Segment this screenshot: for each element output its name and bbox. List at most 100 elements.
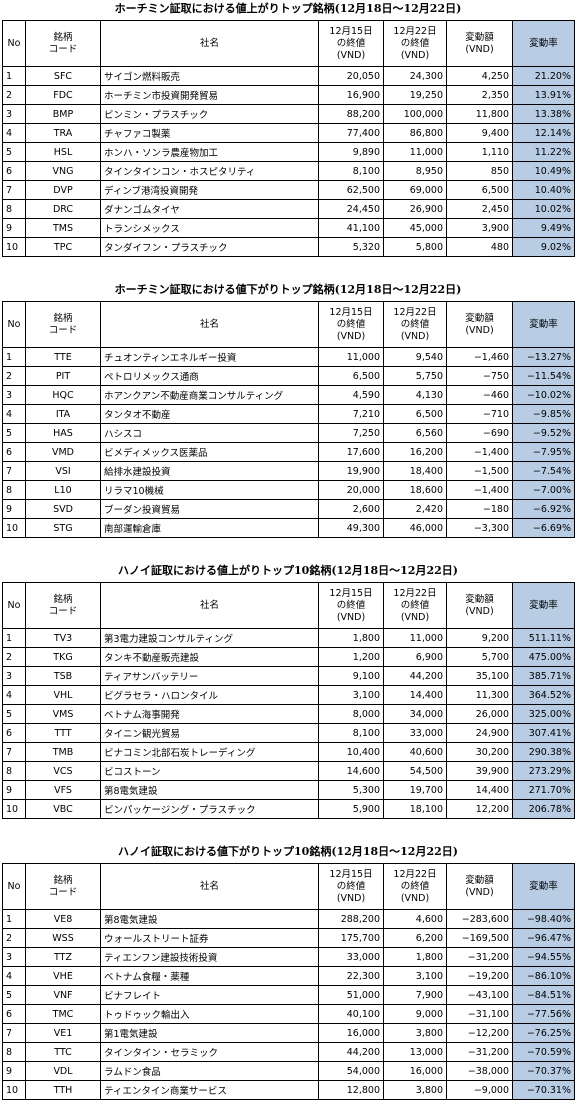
cell: 6,500 xyxy=(383,404,447,424)
header-cell: 変動率 xyxy=(512,582,575,629)
cell: 9.49% xyxy=(512,218,575,238)
cell: 20,050 xyxy=(318,66,384,86)
cell: VE8 xyxy=(25,909,101,929)
cell: 7 xyxy=(2,461,26,481)
header-text: (VND) xyxy=(465,605,494,617)
cell: ペトロリメックス通商 xyxy=(100,366,319,386)
header-text: 銘柄 xyxy=(53,874,73,886)
cell: 271.70% xyxy=(512,780,575,800)
data-row: 3 TTZ ティエンフン建設技術投資 33,000 1,800 −31,200 −94.55… xyxy=(2,947,575,967)
header-text: 変動額 xyxy=(465,312,494,324)
cell: 10.40% xyxy=(512,180,575,200)
cell: −7.95% xyxy=(512,442,575,462)
cell: VBC xyxy=(25,799,101,819)
cell: −43,100 xyxy=(446,985,513,1005)
cell: 2,450 xyxy=(446,199,513,219)
header-text: 変動額 xyxy=(465,874,494,886)
header-text: の終値 xyxy=(400,599,430,611)
cell: ビコストーン xyxy=(100,761,319,781)
cell: 1,800 xyxy=(318,628,384,648)
header-text: 社名 xyxy=(199,37,219,49)
cell: ベトナム海事開発 xyxy=(100,704,319,724)
cell: 8 xyxy=(2,1042,26,1062)
cell: −6.92% xyxy=(512,499,575,519)
cell: TTC xyxy=(25,1042,101,1062)
data-row: 1 TTE チュオンティンエネルギー投資 11,000 9,540 −1,460 −13.2… xyxy=(2,347,575,367)
cell: 12,800 xyxy=(318,1080,384,1100)
cell: 40,600 xyxy=(383,742,447,762)
cell: サイゴン燃料販売 xyxy=(100,66,319,86)
cell: トゥドゥック輸出入 xyxy=(100,1004,319,1024)
header-text: 変動率 xyxy=(529,880,558,892)
cell: TMB xyxy=(25,742,101,762)
cell: ホンハ・ソンラ農産物加工 xyxy=(100,142,319,162)
cell: VNF xyxy=(25,985,101,1005)
header-cell: 社名 xyxy=(100,20,319,67)
cell: SFC xyxy=(25,66,101,86)
cell: 1 xyxy=(2,347,26,367)
cell: 14,600 xyxy=(318,761,384,781)
data-row: 2 FDC ホーチミン市投資開発貿易 16,900 19,250 2,350 13.91% xyxy=(2,85,575,105)
cell: WSS xyxy=(25,928,101,948)
cell: −76.25% xyxy=(512,1023,575,1043)
cell: 2,420 xyxy=(383,499,447,519)
cell: 12,200 xyxy=(446,799,513,819)
cell: 2 xyxy=(2,647,26,667)
cell: 206.78% xyxy=(512,799,575,819)
cell: 51,000 xyxy=(318,985,384,1005)
data-row: 4 VHL ビグラセラ・ハロンタイル 3,100 14,400 11,300 364.52% xyxy=(2,685,575,705)
cell: 8 xyxy=(2,480,26,500)
cell: −710 xyxy=(446,404,513,424)
cell: 給排水建設投資 xyxy=(100,461,319,481)
cell: ティエンフン建設技術投資 xyxy=(100,947,319,967)
cell: ティアサンバッテリー xyxy=(100,666,319,686)
cell: VMS xyxy=(25,704,101,724)
header-text: の終値 xyxy=(400,318,430,330)
cell: 4,590 xyxy=(318,385,384,405)
header-row: No 銘柄 コード 社名 12月15日 の終値 (VND) 12月22日 の終値 (VND) 変動額… xyxy=(2,301,575,348)
cell: 12.14% xyxy=(512,123,575,143)
header-text: (VND) xyxy=(465,324,494,336)
cell: VMD xyxy=(25,442,101,462)
cell: 35,100 xyxy=(446,666,513,686)
cell: 19,900 xyxy=(318,461,384,481)
cell: 364.52% xyxy=(512,685,575,705)
header-text: 12月22日 xyxy=(393,587,437,599)
header-cell: 変動率 xyxy=(512,20,575,67)
header-text: (VND) xyxy=(336,892,366,904)
header-text: No xyxy=(7,880,21,892)
cell: ビグラセラ・ハロンタイル xyxy=(100,685,319,705)
table-section: ハノイ証取における値上がりトップ10銘柄(12月18日～12月22日) No 銘柄コ… xyxy=(2,562,575,819)
cell: 3 xyxy=(2,385,26,405)
cell: 288,200 xyxy=(318,909,384,929)
cell: タンキ不動産販売建設 xyxy=(100,647,319,667)
header-text: 社名 xyxy=(199,599,219,611)
cell: 1,110 xyxy=(446,142,513,162)
cell: 13.91% xyxy=(512,85,575,105)
header-text: No xyxy=(7,599,21,611)
data-row: 3 BMP ビンミン・プラスチック 88,200 100,000 11,800 13.38% xyxy=(2,104,575,124)
data-row: 4 TRA チャファコ製薬 77,400 86,800 9,400 12.14% xyxy=(2,123,575,143)
cell: 9,200 xyxy=(446,628,513,648)
cell: 6,500 xyxy=(318,366,384,386)
cell: 5 xyxy=(2,142,26,162)
cell: ベトナム食糧・薬種 xyxy=(100,966,319,986)
cell: −86.10% xyxy=(512,966,575,986)
cell: TKG xyxy=(25,647,101,667)
cell: 7 xyxy=(2,742,26,762)
header-text: No xyxy=(7,37,21,49)
cell: 6 xyxy=(2,442,26,462)
cell: ビナフレイト xyxy=(100,985,319,1005)
cell: STG xyxy=(25,518,101,538)
cell: ダナンゴムタイヤ xyxy=(100,199,319,219)
cell: 20,000 xyxy=(318,480,384,500)
header-cell: 変動額 (VND) xyxy=(446,20,513,67)
header-cell: 変動率 xyxy=(512,863,575,910)
cell: −7.54% xyxy=(512,461,575,481)
header-text: の終値 xyxy=(336,318,366,330)
cell: 第3電力建設コンサルティング xyxy=(100,628,319,648)
cell: 9.02% xyxy=(512,237,575,257)
cell: タンダイフン・プラスチック xyxy=(100,237,319,257)
header-text: 12月15日 xyxy=(329,25,373,37)
cell: タンタオ不動産 xyxy=(100,404,319,424)
